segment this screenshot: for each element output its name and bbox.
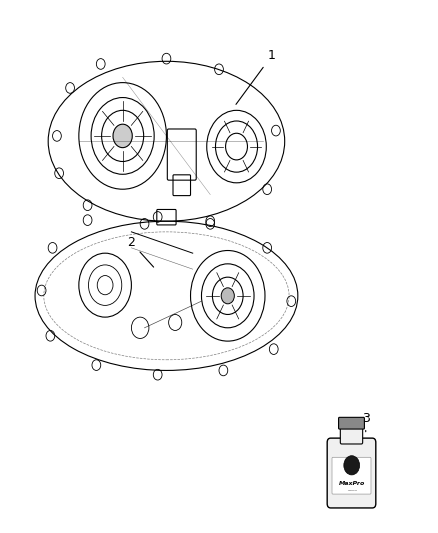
FancyBboxPatch shape <box>332 457 371 494</box>
FancyBboxPatch shape <box>327 438 376 508</box>
FancyBboxPatch shape <box>340 425 363 444</box>
Text: 2: 2 <box>127 236 154 267</box>
Text: MaxPro: MaxPro <box>339 481 365 486</box>
Text: ____: ____ <box>347 486 357 491</box>
Text: 1: 1 <box>236 50 276 104</box>
Circle shape <box>113 124 132 148</box>
Circle shape <box>344 456 360 475</box>
Circle shape <box>221 288 234 304</box>
Text: 3: 3 <box>362 412 370 432</box>
FancyBboxPatch shape <box>339 417 364 429</box>
